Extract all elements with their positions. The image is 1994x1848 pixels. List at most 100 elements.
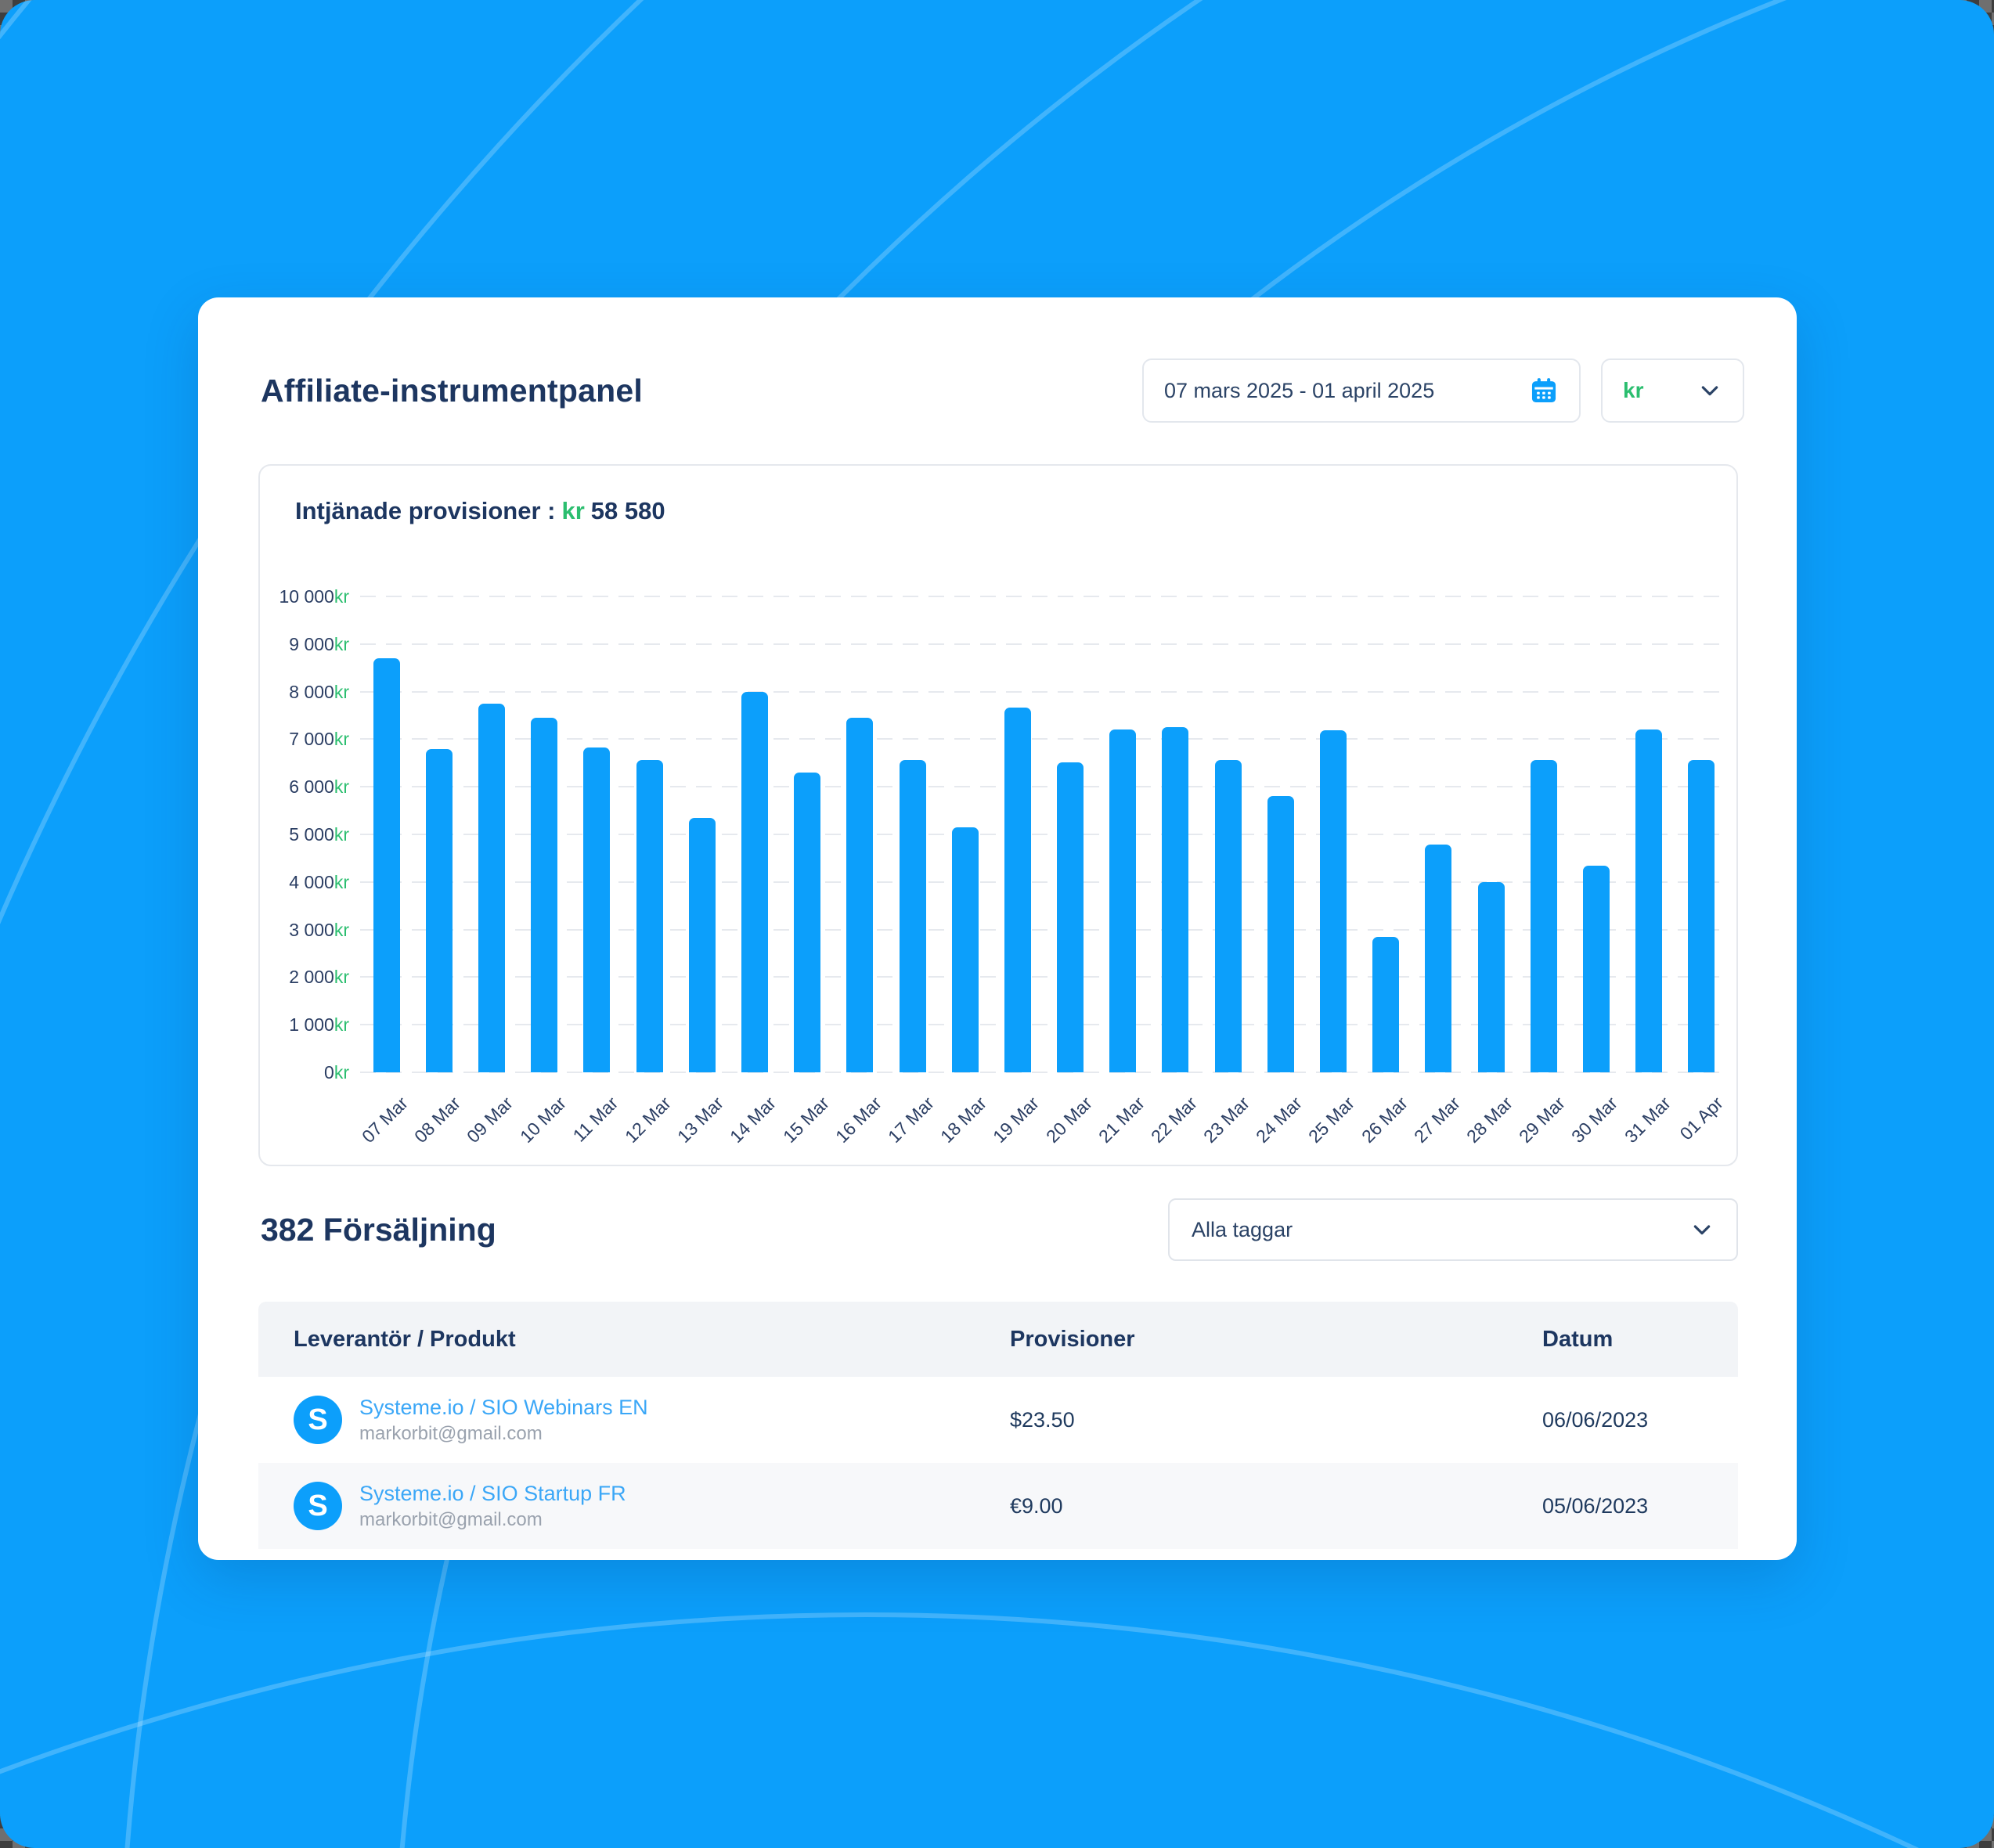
card-header: Affiliate-instrumentpanel 07 mars 2025 -…: [261, 358, 1744, 423]
product-cell: S Systeme.io / SIO Webinars EN markorbit…: [258, 1396, 975, 1445]
x-tick-label: 15 Mar: [778, 1093, 833, 1147]
systeme-logo: S: [294, 1396, 342, 1444]
chevron-down-icon: [1697, 378, 1722, 403]
x-tick-label: 30 Mar: [1567, 1093, 1622, 1147]
chart-bar[interactable]: [478, 703, 505, 1072]
header-controls: 07 mars 2025 - 01 april 2025: [1142, 358, 1744, 423]
chart-bar[interactable]: [583, 747, 611, 1072]
x-tick-label: 12 Mar: [620, 1093, 675, 1147]
gridline: [360, 881, 1728, 883]
date-range-picker[interactable]: 07 mars 2025 - 01 april 2025: [1142, 358, 1581, 423]
chart-bar[interactable]: [688, 817, 716, 1072]
chart-bar[interactable]: [1162, 727, 1189, 1072]
x-tick-label: 14 Mar: [726, 1093, 781, 1147]
x-tick-label: 17 Mar: [883, 1093, 938, 1147]
x-tick-label: 27 Mar: [1409, 1093, 1464, 1147]
y-tick-label: 0kr: [324, 1062, 349, 1083]
chart-bar[interactable]: [1477, 881, 1505, 1072]
calendar-icon: [1529, 376, 1559, 405]
y-tick-label: 7 000kr: [289, 729, 349, 750]
x-tick-label: 09 Mar: [463, 1093, 517, 1147]
table-header: Leverantör / Produkt Provisioner Datum: [258, 1302, 1738, 1377]
sales-toolbar: 382 Försäljning Alla taggar: [261, 1198, 1738, 1261]
chart-bar[interactable]: [425, 748, 453, 1072]
chart-bar[interactable]: [1530, 759, 1557, 1072]
x-tick-label: 24 Mar: [1252, 1093, 1307, 1147]
date-range-value: 07 mars 2025 - 01 april 2025: [1164, 378, 1435, 402]
table-row: S Systeme.io / SIO Startup FR markorbit@…: [258, 1463, 1738, 1549]
customer-email: markorbit@gmail.com: [359, 1508, 543, 1530]
x-tick-label: 29 Mar: [1515, 1093, 1570, 1147]
gridline: [360, 976, 1728, 978]
chart-bar[interactable]: [1109, 729, 1137, 1072]
x-axis-labels: 07 Mar 08 Mar 09 Mar 10 Mar 11 Mar 12 Mar 13 M…: [358, 1072, 1728, 1168]
y-tick-label: 10 000kr: [279, 586, 349, 607]
chart-bar[interactable]: [1214, 759, 1242, 1072]
gridline: [360, 738, 1728, 740]
plot-area: [360, 596, 1728, 1073]
gridline: [360, 1072, 1728, 1073]
column-header-commission: Provisioner: [1010, 1326, 1135, 1352]
tags-filter-select[interactable]: Alla taggar: [1168, 1198, 1738, 1261]
chart-bar[interactable]: [1635, 729, 1663, 1072]
table-row: S Systeme.io / SIO Webinars EN markorbit…: [258, 1377, 1738, 1463]
chart-total-currency: kr: [561, 497, 585, 524]
chart-bar[interactable]: [1425, 845, 1452, 1072]
chart-bar[interactable]: [1320, 730, 1347, 1072]
gridline: [360, 643, 1728, 645]
chart-bar[interactable]: [1267, 796, 1294, 1072]
x-tick-label: 23 Mar: [1199, 1093, 1254, 1147]
x-tick-label: 13 Mar: [673, 1093, 728, 1147]
y-tick-label: 4 000kr: [289, 871, 349, 892]
gridline: [360, 690, 1728, 693]
column-header-product: Leverantör / Produkt: [294, 1326, 516, 1352]
y-tick-label: 5 000kr: [289, 824, 349, 845]
sales-table: Leverantör / Produkt Provisioner Datum S…: [258, 1302, 1738, 1549]
chart-bar[interactable]: [899, 759, 926, 1072]
y-axis-labels: 10 000kr 9 000kr 8 000kr 7 000kr 6 000kr 5 00…: [260, 586, 349, 1083]
x-tick-label: 20 Mar: [1041, 1093, 1096, 1147]
product-link[interactable]: Systeme.io / SIO Webinars EN: [359, 1395, 648, 1419]
x-tick-label: 25 Mar: [1304, 1093, 1359, 1147]
gridline: [360, 1024, 1728, 1026]
x-tick-label: 21 Mar: [1094, 1093, 1148, 1147]
product-link[interactable]: Systeme.io / SIO Startup FR: [359, 1481, 626, 1505]
date-value: 05/06/2023: [1542, 1493, 1649, 1518]
chart-bar[interactable]: [531, 718, 558, 1072]
chart-bar[interactable]: [846, 718, 874, 1072]
y-tick-label: 6 000kr: [289, 776, 349, 798]
chart-bar[interactable]: [373, 658, 400, 1072]
chart-bar[interactable]: [1057, 762, 1084, 1072]
chevron-down-icon: [1689, 1217, 1715, 1242]
chart-bar[interactable]: [636, 759, 663, 1072]
chart-total-value: 58 580: [590, 497, 665, 524]
customer-email: markorbit@gmail.com: [359, 1422, 543, 1444]
commission-value: $23.50: [1010, 1407, 1075, 1432]
chart-bar[interactable]: [1372, 936, 1400, 1072]
x-tick-label: 28 Mar: [1462, 1093, 1517, 1147]
y-tick-label: 1 000kr: [289, 1014, 349, 1036]
currency-select[interactable]: kr: [1601, 358, 1744, 423]
chart-bar[interactable]: [1004, 707, 1031, 1072]
product-cell: S Systeme.io / SIO Startup FR markorbit@…: [258, 1482, 975, 1531]
currency-value: kr: [1623, 378, 1644, 402]
x-tick-label: 01 Apr: [1675, 1093, 1727, 1144]
gridline: [360, 928, 1728, 931]
y-tick-label: 8 000kr: [289, 681, 349, 702]
x-tick-label: 10 Mar: [515, 1093, 570, 1147]
x-tick-label: 26 Mar: [1357, 1093, 1412, 1147]
chart-bar[interactable]: [1688, 759, 1715, 1072]
y-tick-label: 9 000kr: [289, 633, 349, 654]
gridline: [360, 596, 1728, 597]
sales-heading: 382 Försäljning: [261, 1211, 496, 1248]
chart-bar[interactable]: [951, 827, 979, 1072]
date-value: 06/06/2023: [1542, 1407, 1649, 1432]
tags-filter-value: Alla taggar: [1192, 1217, 1293, 1241]
chart-bar[interactable]: [794, 772, 821, 1072]
chart-bar[interactable]: [1583, 865, 1610, 1072]
chart-bar[interactable]: [741, 691, 768, 1072]
commissions-chart-card: Intjänade provisioner : kr 58 580 10 000kr…: [258, 464, 1738, 1166]
chart-title-label: Intjänade provisioner :: [295, 497, 556, 524]
x-tick-label: 18 Mar: [936, 1093, 991, 1147]
